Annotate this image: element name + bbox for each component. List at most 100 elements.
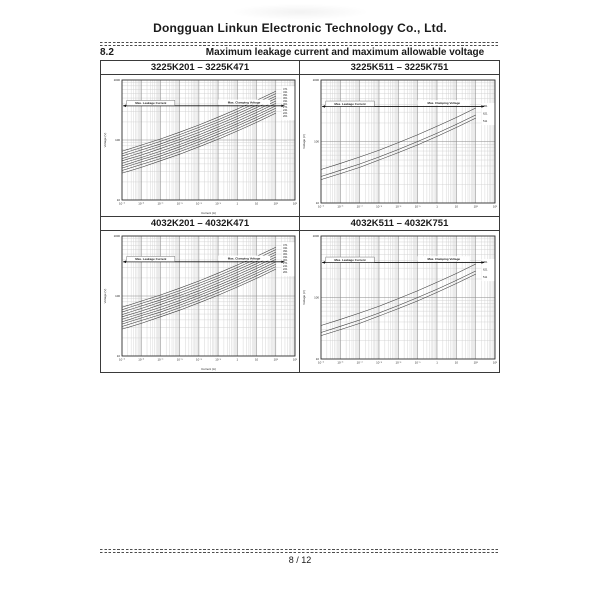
svg-text:10⁻³: 10⁻³ [177, 358, 183, 362]
section-heading-row: 8.2 Maximum leakage current and maximum … [100, 47, 500, 58]
svg-text:621: 621 [483, 112, 488, 116]
svg-text:331: 331 [283, 99, 288, 103]
chart-3225K511-3225K751: 751 621 511 Max. Leakage Current Max. Clampi… [300, 75, 499, 217]
svg-text:10⁻⁴: 10⁻⁴ [357, 205, 364, 209]
chart-4032K511-4032K751: 751 621 511 Max. Leakage Current Max. Clampi… [300, 231, 499, 372]
svg-text:1000: 1000 [313, 234, 320, 238]
svg-text:301: 301 [283, 102, 288, 106]
svg-text:10: 10 [455, 361, 459, 365]
svg-text:10: 10 [455, 205, 459, 209]
svg-text:10⁻⁶: 10⁻⁶ [318, 205, 325, 209]
chart-canvas: 751 621 511 Max. Leakage Current Max. Clampi… [302, 78, 497, 209]
svg-text:1: 1 [436, 361, 438, 365]
svg-text:241: 241 [283, 264, 288, 268]
footer-separator [100, 549, 500, 553]
charts-table: 3225K201 – 3225K471 3225K511 – 3225K751 … [100, 60, 500, 373]
svg-text:Max. Clamping Voltage: Max. Clamping Voltage [228, 257, 261, 261]
svg-text:751: 751 [483, 104, 488, 108]
svg-text:1000: 1000 [114, 78, 121, 82]
svg-text:511: 511 [483, 119, 488, 123]
svg-text:471: 471 [283, 87, 288, 91]
svg-text:391: 391 [283, 93, 288, 97]
svg-text:1: 1 [237, 202, 239, 206]
svg-text:Voltage (V): Voltage (V) [103, 133, 107, 148]
section-number: 8.2 [100, 47, 114, 58]
svg-text:Max. Clamping Voltage: Max. Clamping Voltage [228, 101, 261, 105]
svg-text:361: 361 [283, 252, 288, 256]
svg-text:10⁻³: 10⁻³ [376, 205, 382, 209]
svg-text:10⁻¹: 10⁻¹ [415, 205, 421, 209]
svg-text:301: 301 [283, 258, 288, 262]
svg-text:1: 1 [436, 205, 438, 209]
svg-text:1000: 1000 [313, 78, 320, 82]
svg-text:10⁻³: 10⁻³ [376, 361, 382, 365]
svg-text:10²: 10² [474, 205, 478, 209]
svg-text:10⁻⁴: 10⁻⁴ [357, 361, 364, 365]
svg-text:10: 10 [316, 357, 320, 361]
svg-text:100: 100 [115, 138, 120, 142]
svg-text:10: 10 [117, 198, 121, 202]
svg-text:10⁻⁵: 10⁻⁵ [138, 358, 145, 362]
section-title: Maximum leakage current and maximum allo… [205, 47, 485, 58]
chart-4032K201-4032K471: 471 431 391 361 331 301 271 241 221 201 Max. Leaka… [101, 231, 300, 372]
svg-text:10: 10 [117, 354, 121, 358]
svg-text:331: 331 [283, 255, 288, 259]
svg-text:10³: 10³ [293, 202, 297, 206]
svg-text:Current (A): Current (A) [201, 367, 216, 371]
svg-text:241: 241 [283, 108, 288, 112]
svg-text:10⁻⁴: 10⁻⁴ [157, 202, 164, 206]
svg-text:201: 201 [283, 114, 288, 118]
svg-text:10⁻¹: 10⁻¹ [415, 361, 421, 365]
svg-text:10³: 10³ [493, 205, 497, 209]
chart-title-4032K201-4032K471: 4032K201 – 4032K471 [101, 217, 300, 231]
chart-title-3225K511-3225K751: 3225K511 – 3225K751 [300, 61, 499, 75]
svg-text:10⁻¹: 10⁻¹ [215, 358, 221, 362]
svg-text:10³: 10³ [493, 361, 497, 365]
company-title: Dongguan Linkun Electronic Technology Co… [153, 21, 447, 35]
chart-3225K201-3225K471: 471 431 391 361 331 301 271 241 221 201 Max. Leaka… [101, 75, 300, 217]
svg-text:10³: 10³ [293, 358, 297, 362]
svg-text:10⁻⁵: 10⁻⁵ [138, 202, 145, 206]
svg-text:751: 751 [483, 260, 488, 264]
svg-text:100: 100 [115, 294, 120, 298]
svg-text:10⁻³: 10⁻³ [177, 202, 183, 206]
page-number: 8 / 12 [288, 555, 312, 565]
svg-text:10⁻²: 10⁻² [395, 205, 401, 209]
svg-text:Current (A): Current (A) [201, 211, 216, 215]
svg-text:10⁻²: 10⁻² [395, 361, 401, 365]
svg-text:100: 100 [314, 296, 319, 300]
svg-text:Max. Clamping Voltage: Max. Clamping Voltage [427, 101, 460, 105]
svg-text:10: 10 [316, 201, 320, 205]
svg-text:1: 1 [237, 358, 239, 362]
svg-text:Voltage (V): Voltage (V) [103, 289, 107, 304]
svg-text:Max. Leakage Current: Max. Leakage Current [135, 101, 166, 105]
svg-text:391: 391 [283, 249, 288, 253]
svg-text:471: 471 [283, 243, 288, 247]
chart-title-3225K201-3225K471: 3225K201 – 3225K471 [101, 61, 300, 75]
chart-title-4032K511-4032K751: 4032K511 – 4032K751 [300, 217, 499, 231]
svg-text:431: 431 [283, 90, 288, 94]
svg-text:10²: 10² [474, 361, 478, 365]
svg-text:Max. Leakage Current: Max. Leakage Current [135, 257, 166, 261]
svg-text:511: 511 [483, 275, 488, 279]
svg-text:10⁻⁵: 10⁻⁵ [337, 205, 344, 209]
header-separator [100, 42, 500, 46]
svg-text:10⁻⁴: 10⁻⁴ [157, 358, 164, 362]
svg-text:271: 271 [283, 261, 288, 265]
svg-text:10⁻¹: 10⁻¹ [215, 202, 221, 206]
chart-canvas: 751 621 511 Max. Leakage Current Max. Clampi… [302, 234, 497, 365]
svg-text:Voltage (V): Voltage (V) [302, 290, 306, 305]
svg-text:10: 10 [255, 202, 259, 206]
svg-text:1000: 1000 [114, 234, 121, 238]
svg-text:361: 361 [283, 96, 288, 100]
svg-text:Max. Clamping Voltage: Max. Clamping Voltage [427, 257, 460, 261]
svg-text:10: 10 [255, 358, 259, 362]
svg-text:Max. Leakage Current: Max. Leakage Current [334, 102, 365, 106]
svg-text:100: 100 [314, 140, 319, 144]
svg-text:271: 271 [283, 105, 288, 109]
svg-text:621: 621 [483, 268, 488, 272]
svg-text:10⁻⁶: 10⁻⁶ [119, 202, 126, 206]
